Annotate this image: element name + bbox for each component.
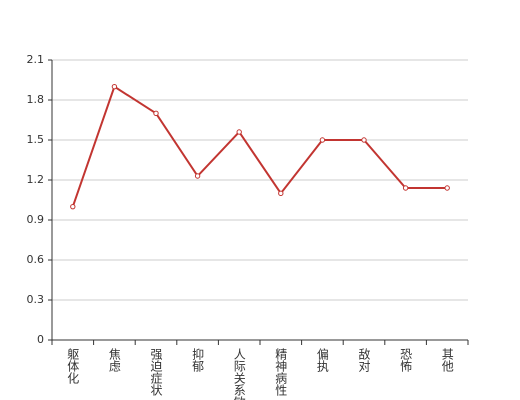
y-tick-label: 2.1 [27,53,45,66]
y-tick-label: 0 [37,333,44,346]
x-tick-label: 躯体化 [66,347,80,385]
point [402,185,409,191]
point [361,137,367,143]
y-tick-label: 0.3 [27,293,45,306]
point [111,83,118,90]
x-tick-label: 焦虑 [107,348,121,372]
x-tick-label: 抑郁 [191,347,205,373]
point [444,185,450,191]
point [319,137,326,143]
point [236,129,242,135]
x-tick-label: 偏执 [315,347,329,373]
x-tick-label: 强迫症状 [149,348,163,396]
point [278,190,284,197]
x-tick-label: 敌对 [357,347,371,372]
y-tick-label: 1.8 [27,93,45,106]
x-tick-label: 人际关系敏感 [232,348,246,400]
y-tick-label: 0.6 [27,253,45,266]
x-tick-label: 其他 [440,348,454,372]
point [70,203,76,210]
point [194,173,201,179]
x-tick-label: 精神病性 [274,348,288,397]
y-tick-label: 0.9 [27,213,45,226]
y-tick-label: 1.5 [27,133,45,146]
point [153,110,159,117]
y-tick-label: 1.2 [27,173,45,186]
x-tick-label: 恐怖 [399,348,413,372]
series-line [71,85,448,207]
